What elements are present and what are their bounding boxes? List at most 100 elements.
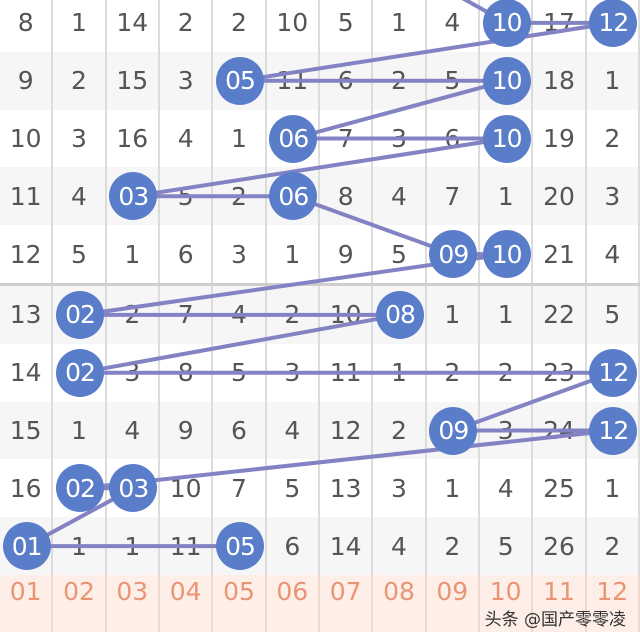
cell: 14	[0, 343, 54, 402]
cell: 13	[0, 286, 54, 344]
number-ball: 02	[56, 290, 104, 339]
cell: 4	[427, 0, 480, 52]
table-row: 16 10 7 5 13 3 1 4 25 1	[0, 459, 640, 518]
cell: 22	[533, 286, 587, 344]
cell: 14	[107, 0, 160, 52]
cell: 6	[213, 401, 267, 460]
cell: 2	[587, 517, 640, 575]
cell: 1	[427, 286, 480, 344]
cell: 10	[0, 109, 54, 168]
cell: 5	[53, 225, 107, 283]
trend-line-segment	[79, 312, 401, 375]
cell: 4	[160, 109, 214, 168]
cell: 1	[587, 51, 640, 110]
column-label: 04	[160, 575, 214, 632]
trend-line-segment	[79, 428, 614, 491]
cell: 26	[533, 517, 587, 575]
number-ball: 12	[589, 0, 638, 47]
column-label: 03	[107, 575, 160, 632]
number-ball: 05	[216, 56, 264, 105]
table-row: 1031641736192	[0, 109, 640, 168]
number-ball: 10	[482, 0, 531, 47]
cell: 2	[587, 109, 640, 168]
trend-line-segment	[452, 370, 615, 433]
cell: 13	[320, 459, 374, 518]
cell: 1	[427, 459, 480, 518]
cell: 9	[320, 225, 374, 283]
number-ball: 10	[482, 230, 531, 279]
cell: 21	[533, 225, 587, 283]
cell: 4	[587, 225, 640, 283]
column-label: 12	[587, 575, 640, 632]
column-label: 09	[427, 575, 480, 632]
cell: 1	[53, 401, 107, 460]
table-row: 1111614425262	[0, 517, 640, 575]
cell: 1	[107, 225, 160, 283]
number-ball: 09	[429, 406, 478, 455]
cell: 7	[213, 459, 267, 518]
cell: 1	[373, 0, 427, 52]
cell: 12	[320, 401, 374, 460]
column-label: 01	[0, 575, 54, 632]
cell: 8	[320, 167, 374, 226]
cell: 1	[480, 167, 534, 226]
cell: 5	[480, 517, 534, 575]
cell	[480, 109, 534, 168]
cell: 5	[587, 286, 640, 344]
cell	[267, 167, 320, 226]
column-label: 10	[480, 575, 534, 632]
cell: 2	[427, 517, 480, 575]
cell	[480, 0, 534, 52]
table-row: 12 5 1 6 3 1 9 5 21 4	[0, 225, 640, 283]
cell: 4	[53, 167, 107, 226]
column-label: 02	[53, 575, 107, 632]
column-label: 06	[267, 575, 320, 632]
trend-line-segment	[239, 20, 614, 83]
watermark: 头条 @国产零零凌	[484, 610, 626, 630]
cell: 25	[533, 459, 587, 518]
number-ball: 06	[269, 172, 318, 221]
number-ball: 02	[56, 348, 104, 397]
cell: 4	[267, 401, 320, 460]
column-label: 11	[533, 575, 587, 632]
cell: 14	[320, 517, 374, 575]
trend-line-segment	[292, 78, 508, 141]
cell: 9	[160, 401, 214, 460]
number-ball: 10	[482, 114, 531, 163]
cell: 1	[267, 225, 320, 283]
cell: 6	[267, 517, 320, 575]
cell: 18	[533, 51, 587, 110]
column-label: 08	[373, 575, 427, 632]
number-ball: 06	[269, 114, 318, 163]
cell	[373, 286, 427, 344]
cell: 3	[587, 167, 640, 226]
cell: 4	[373, 167, 427, 226]
cell: 1	[587, 459, 640, 518]
cell: 20	[533, 167, 587, 226]
number-ball: 10	[482, 56, 531, 105]
number-ball: 08	[376, 290, 424, 339]
column-label: 05	[213, 575, 267, 632]
cell: 10	[267, 0, 320, 52]
cell: 2	[160, 0, 214, 52]
cell	[587, 401, 640, 460]
number-ball: 01	[2, 522, 51, 571]
number-ball: 12	[589, 406, 638, 455]
footer-row: 01 02 03 04 05 06 07 08 09 10 11 12	[0, 575, 640, 632]
cell: 15	[0, 401, 54, 460]
cell: 3	[373, 459, 427, 518]
cell	[480, 225, 534, 283]
cell: 9	[0, 51, 54, 110]
column-label: 07	[320, 575, 374, 632]
number-ball: 03	[109, 464, 158, 513]
cell: 1	[480, 286, 534, 344]
cell: 3	[160, 51, 214, 110]
cell: 19	[533, 109, 587, 168]
trend-line-segment	[133, 136, 507, 199]
number-ball: 09	[429, 230, 478, 279]
cell	[480, 51, 534, 110]
cell: 3	[53, 109, 107, 168]
cell: 11	[0, 167, 54, 226]
table-row: 114528471203	[0, 167, 640, 226]
cell: 8	[0, 0, 54, 52]
